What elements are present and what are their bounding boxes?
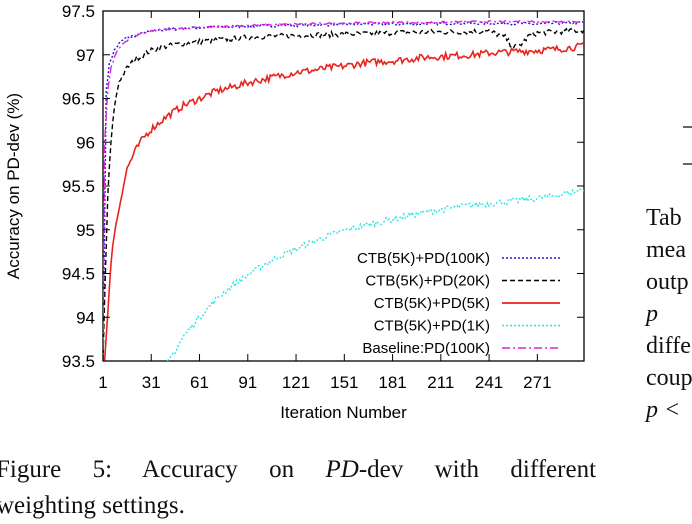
x-tick-label: 211 [427, 373, 454, 392]
y-tick-label: 95 [76, 221, 95, 240]
x-tick-label: 271 [523, 373, 551, 392]
y-tick-label: 95.5 [62, 177, 95, 196]
side-text-line: diffe [646, 333, 691, 359]
side-text-fragment: Tab mea outp p diffe coup p < [646, 202, 692, 426]
y-axis-label: Accuracy on PD-dev (%) [4, 93, 23, 279]
series-line [103, 42, 584, 361]
legend-label: CTB(5K)+PD(100K) [357, 250, 490, 267]
x-tick-label: 61 [190, 373, 209, 392]
axis-group: 1 31 61 91 121 151 181 211 241 271 93.5 94 94.5 95 95.… [4, 2, 584, 422]
legend-label: Baseline:PD(100K) [362, 340, 490, 357]
y-tick-label: 93.5 [62, 352, 95, 371]
y-tick-label: 97.5 [62, 2, 95, 21]
plot-frame-group [102, 10, 585, 362]
legend-label: CTB(5K)+PD(5K) [374, 295, 490, 312]
y-tick-label: 96.5 [62, 90, 95, 109]
x-tick-label: 31 [142, 373, 161, 392]
legend-label: CTB(5K)+PD(20K) [365, 273, 490, 290]
side-text-line: coup [646, 365, 692, 391]
x-tick-label: 181 [378, 373, 406, 392]
y-tick-label: 94.5 [62, 265, 95, 284]
caption-text-suffix: -dev with different [358, 456, 597, 483]
series-line [166, 188, 584, 361]
series-line [103, 19, 584, 361]
legend-label: CTB(5K)+PD(1K) [374, 318, 490, 335]
side-text-line: Tab [646, 205, 682, 231]
caption-italic-term: PD [325, 456, 359, 483]
x-tick-label: 1 [98, 373, 107, 392]
plot-frame [102, 10, 585, 362]
series-group [103, 19, 584, 361]
x-tick-label: 151 [330, 373, 358, 392]
legend: CTB(5K)+PD(100K) CTB(5K)+PD(20K) CTB(5K)+P… [357, 250, 560, 357]
y-tick-label: 94 [76, 308, 95, 327]
series-line [103, 27, 584, 361]
x-axis-label: Iteration Number [280, 403, 407, 422]
x-tick-label: 241 [475, 373, 503, 392]
caption-line-2: weighting settings. [0, 492, 185, 519]
side-table-rules [683, 126, 692, 165]
y-tick-label: 96 [76, 133, 95, 152]
x-tick-label: 91 [238, 373, 257, 392]
y-tick-label: 97 [76, 46, 95, 65]
side-text-line: mea [646, 237, 686, 263]
side-text-line: outp [646, 269, 689, 295]
caption-text: Accuracy on [142, 456, 326, 483]
side-text-line: p < [646, 397, 681, 423]
accuracy-chart: 1 31 61 91 121 151 181 211 241 271 93.5 94 94.5 95 95.… [4, 2, 692, 422]
side-text-line: p [646, 301, 658, 327]
x-tick-label: 121 [282, 373, 310, 392]
figure-caption: Figure 5: Accuracy on PD-dev with differ… [0, 452, 596, 524]
caption-figure-number: Figure 5: [0, 456, 113, 483]
series-line [103, 20, 584, 361]
